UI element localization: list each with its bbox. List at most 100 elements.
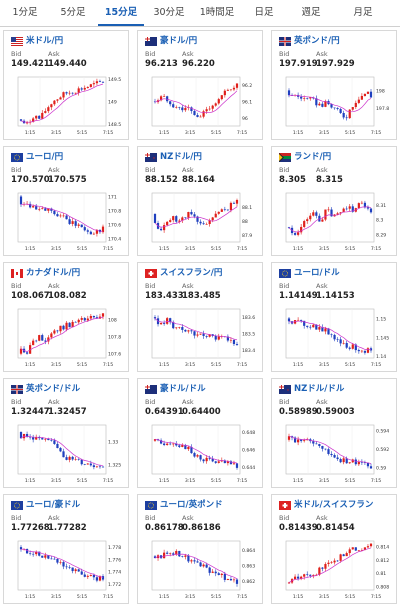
candle-body — [38, 335, 41, 341]
candle-body — [339, 554, 342, 561]
candle-body — [29, 345, 32, 354]
rate-card[interactable]: NZドル/ドル Bid Ask 0.58989 0.59003 0.594 0.592 0.5… — [271, 378, 397, 488]
candle-body — [345, 458, 348, 464]
rate-card[interactable]: ユーロ/豪ドル Bid Ask 1.77268 1.77282 1.778 1.776 1.7… — [3, 494, 129, 604]
y-tick-label: 96 — [242, 116, 248, 122]
candle-body — [208, 220, 211, 225]
candle-body — [38, 209, 41, 210]
candle-body — [74, 569, 77, 572]
currency-pair-link[interactable]: カナダドル/円 — [26, 268, 81, 278]
ask-value: 0.64400 — [182, 407, 221, 417]
candle-body — [205, 109, 208, 112]
moving-average-line — [20, 203, 104, 232]
tab-daily[interactable]: 日足 — [254, 7, 274, 18]
ask-value: 108.082 — [48, 291, 87, 301]
candle-body — [56, 99, 59, 101]
currency-pair-link[interactable]: ユーロ/ドル — [294, 268, 340, 278]
candle-body — [217, 99, 220, 104]
candle-body — [193, 331, 196, 336]
candle-body — [187, 555, 190, 562]
rate-card[interactable]: ユーロ/円 Bid Ask 170.570 170.575 171 170.8 170.6 17… — [3, 146, 129, 256]
candle-body — [345, 553, 348, 557]
ask-value: 0.59003 — [316, 407, 355, 417]
rate-card[interactable]: 豪ドル/円 Bid Ask 96.213 96.220 96.2 96.1 96 1:15 3:1… — [137, 30, 263, 140]
candle-body — [44, 208, 47, 211]
candle-body — [89, 231, 92, 235]
currency-pair-link[interactable]: 米ドル/スイスフラン — [294, 500, 374, 510]
candle-body — [220, 460, 223, 462]
candle-body — [77, 569, 80, 572]
currency-pair-link[interactable]: NZドル/円 — [160, 152, 202, 162]
candle-body — [29, 436, 32, 438]
candle-body — [62, 92, 65, 98]
y-tick-label: 108 — [108, 317, 117, 323]
currency-pair-link[interactable]: ユーロ/英ポンド — [160, 500, 223, 510]
candle-body — [342, 554, 345, 557]
candle-body — [330, 104, 333, 108]
ask-label: Ask — [48, 282, 60, 290]
price-chart: 198 197.8 1:15 3:15 5:15 7:15 — [285, 76, 389, 136]
currency-pair-link[interactable]: ユーロ/円 — [26, 152, 64, 162]
y-tick-label: 1.325 — [108, 463, 121, 469]
rate-card[interactable]: 米ドル/スイスフラン Bid Ask 0.81439 0.81454 0.814 0.812… — [271, 494, 397, 604]
rate-card[interactable]: カナダドル/円 Bid Ask 108.067 108.082 108 107.8 107.6… — [3, 262, 129, 372]
candle-body — [19, 119, 23, 121]
rate-card[interactable]: ユーロ/ドル Bid Ask 1.14149 1.14153 1.15 1.145 1.14 1… — [271, 262, 397, 372]
currency-pair-link[interactable]: スイスフラン/円 — [160, 268, 223, 278]
candle-body — [175, 550, 178, 555]
rate-card[interactable]: ランド/円 Bid Ask 8.305 8.315 8.31 8.3 8.29 1:15 3:15… — [271, 146, 397, 256]
eu-flag-icon — [145, 501, 157, 510]
candle-body — [303, 440, 306, 442]
tab-weekly[interactable]: 週足 — [301, 7, 321, 18]
x-tick-label: 7:15 — [237, 362, 247, 368]
candle-body — [181, 107, 184, 111]
candle-body — [199, 455, 202, 460]
currency-pair-link[interactable]: ランド/円 — [294, 152, 332, 162]
candle-body — [163, 225, 166, 231]
currency-pair-link[interactable]: NZドル/ドル — [294, 384, 345, 394]
candle-body — [92, 574, 95, 578]
candle-body — [214, 103, 217, 106]
rate-card[interactable]: 豪ドル/ドル Bid Ask 0.64391 0.64400 0.648 0.646 0.64… — [137, 378, 263, 488]
bid-value: 0.81439 — [279, 523, 318, 533]
candle-body — [366, 91, 370, 94]
rate-card[interactable]: NZドル/円 Bid Ask 88.152 88.164 88.1 88 87.9 1:15 3:… — [137, 146, 263, 256]
rate-card[interactable]: ユーロ/英ポンド Bid Ask 0.86178 0.86186 0.864 0.863 0.… — [137, 494, 263, 604]
rate-card[interactable]: 米ドル/円 Bid Ask 149.421 149.440 149.5 149 148.5 1:… — [3, 30, 129, 140]
tab-monthly[interactable]: 月足 — [353, 7, 373, 18]
candle-body — [357, 350, 360, 352]
candle-body — [321, 103, 324, 107]
x-tick-label: 1:15 — [159, 362, 169, 368]
currency-pair-link[interactable]: 米ドル/円 — [26, 36, 64, 46]
tab-30min[interactable]: 30分足 — [153, 7, 185, 18]
currency-pair-link[interactable]: 豪ドル/円 — [160, 36, 198, 46]
candle-body — [175, 443, 178, 446]
tab-15min[interactable]: 15分足 — [98, 0, 144, 26]
candle-body — [214, 213, 217, 218]
x-tick-label: 1:15 — [159, 594, 169, 600]
currency-pair-link[interactable]: 英ポンド/ドル — [26, 384, 81, 394]
candle-body — [293, 576, 297, 580]
tab-1min[interactable]: 1分足 — [12, 7, 38, 18]
rate-card[interactable]: スイスフラン/円 Bid Ask 183.433 183.485 183.6 183.5 18… — [137, 262, 263, 372]
candle-body — [223, 90, 226, 96]
candle-body — [166, 318, 169, 324]
candle-body — [309, 97, 312, 99]
currency-pair-link[interactable]: 英ポンド/円 — [294, 36, 340, 46]
candle-body — [208, 334, 211, 337]
candle-body — [44, 438, 47, 440]
candle-body — [321, 446, 324, 449]
tab-5min[interactable]: 5分足 — [60, 7, 86, 18]
y-tick-label: 148.5 — [108, 122, 121, 128]
rate-card[interactable]: 英ポンド/円 Bid Ask 197.919 197.929 198 197.8 1:15 3:… — [271, 30, 397, 140]
bid-value: 0.64391 — [145, 407, 184, 417]
candle-body — [357, 462, 360, 465]
candle-body — [324, 448, 327, 450]
tab-1hour[interactable]: 1時間足 — [199, 7, 235, 18]
currency-pair-link[interactable]: 豪ドル/ドル — [160, 384, 206, 394]
nz-flag-icon — [279, 385, 291, 394]
rate-card[interactable]: 英ポンド/ドル Bid Ask 1.32447 1.32457 1.33 1.325 1:15… — [3, 378, 129, 488]
candle-body — [29, 553, 32, 554]
currency-pair-link[interactable]: ユーロ/豪ドル — [26, 500, 81, 510]
bid-label: Bid — [279, 398, 290, 406]
